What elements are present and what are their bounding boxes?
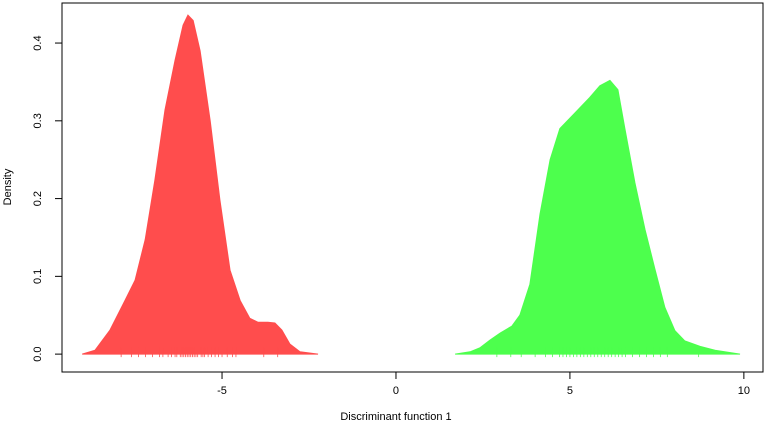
x-tick-label: 5 <box>567 385 573 397</box>
x-tick-label: -5 <box>217 385 227 397</box>
y-tick-label: 0.1 <box>32 269 44 284</box>
density-area <box>82 14 319 355</box>
y-axis-label: Density <box>2 168 14 205</box>
x-axis-label: Discriminant function 1 <box>340 411 451 423</box>
y-tick-label: 0.2 <box>32 191 44 206</box>
y-tick-label: 0.4 <box>32 35 44 50</box>
x-tick-label: 0 <box>393 385 399 397</box>
density-area <box>455 79 741 355</box>
x-tick-label: 10 <box>738 385 750 397</box>
y-tick-label: 0.3 <box>32 113 44 128</box>
y-tick-label: 0.0 <box>32 346 44 361</box>
